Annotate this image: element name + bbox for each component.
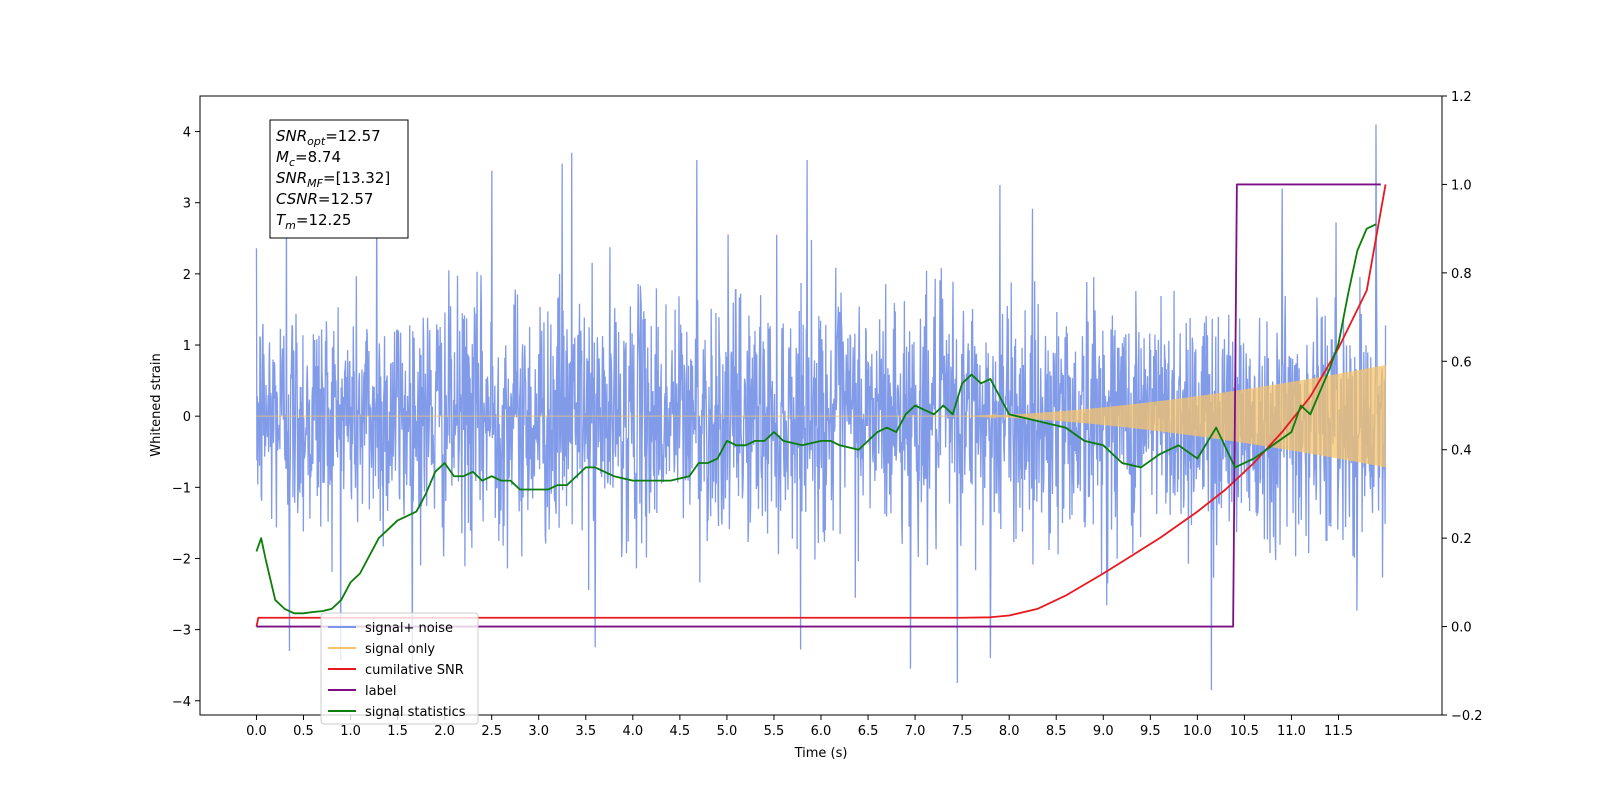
- x-tick-label: 7.0: [905, 724, 926, 739]
- stats-subscript: MF: [307, 177, 323, 190]
- x-tick-label: 0.0: [246, 724, 267, 739]
- x-tick-label: 8.5: [1046, 724, 1067, 739]
- series-layer: [255, 124, 1387, 691]
- legend-entry: signal+ noise: [365, 621, 453, 636]
- stats-row: Mc=8.74: [276, 148, 341, 169]
- stats-value: =[13.32]: [323, 169, 390, 187]
- stats-symbol: SNR: [276, 127, 307, 145]
- y-axis-left: 4 3 2 1 0 −1 −2 −3 −4: [172, 126, 200, 710]
- y-axis-label: Whitened strain: [149, 353, 164, 456]
- stats-symbol: M: [276, 148, 289, 166]
- x-tick-label: 10.5: [1230, 724, 1259, 739]
- stats-row: SNRopt=12.57: [276, 127, 381, 148]
- legend-entry: cumilative SNR: [365, 663, 464, 678]
- stats-value: =12.57: [325, 127, 381, 145]
- y2-tick-label: −0.2: [1451, 709, 1483, 724]
- x-tick-label: 3.5: [575, 724, 596, 739]
- y-tick-label: −4: [172, 695, 191, 710]
- stats-row: SNRMF=[13.32]: [276, 169, 390, 190]
- y-tick-label: −3: [172, 624, 191, 639]
- x-tick-label: 1.5: [387, 724, 408, 739]
- stats-symbol: T: [276, 211, 287, 229]
- stats-symbol: CSNR: [276, 190, 318, 208]
- x-tick-label: 4.5: [670, 724, 691, 739]
- y-tick-label: −1: [172, 481, 191, 496]
- stats-row: Tm=12.25: [276, 211, 351, 232]
- y-tick-label: 3: [183, 197, 191, 212]
- x-tick-label: 6.5: [858, 724, 879, 739]
- legend-entry: signal only: [365, 642, 435, 657]
- y-tick-label: −2: [172, 552, 191, 567]
- y2-tick-label: 0.0: [1451, 621, 1472, 636]
- x-tick-label: 6.0: [811, 724, 832, 739]
- stats-value: =8.74: [295, 148, 341, 166]
- series-signal-only: [256, 364, 1387, 468]
- stats-subscript: c: [289, 156, 295, 169]
- x-axis: 0.0 0.5 1.0 1.5 2.0 2.5 3.0 3.5 4.0 4.5 5.0 5.5 6.0 6…: [246, 715, 1353, 739]
- series-signal-statistics: [255, 223, 1377, 615]
- x-tick-label: 8.0: [999, 724, 1020, 739]
- y-tick-label: 4: [183, 126, 191, 141]
- x-tick-label: 11.0: [1277, 724, 1306, 739]
- series-label: [256, 183, 1381, 628]
- x-tick-label: 1.0: [340, 724, 361, 739]
- x-tick-label: 5.0: [717, 724, 738, 739]
- x-axis-label: Time (s): [794, 746, 848, 761]
- series-cumulative-snr: [255, 184, 1387, 627]
- x-tick-label: 0.5: [293, 724, 314, 739]
- series-signal-noise: [255, 124, 1387, 691]
- y2-tick-label: 0.6: [1451, 355, 1472, 370]
- x-tick-label: 11.5: [1324, 724, 1353, 739]
- y-tick-label: 0: [183, 410, 191, 425]
- x-tick-label: 2.5: [481, 724, 502, 739]
- x-tick-label: 4.0: [622, 724, 643, 739]
- y2-tick-label: 0.8: [1451, 267, 1472, 282]
- stats-row: CSNR=12.57: [276, 190, 373, 208]
- x-tick-label: 10.0: [1183, 724, 1212, 739]
- x-tick-label: 3.0: [528, 724, 549, 739]
- stats-subscript: m: [285, 219, 296, 232]
- x-tick-label: 2.0: [434, 724, 455, 739]
- legend-entry: label: [365, 684, 396, 699]
- x-tick-label: 5.5: [764, 724, 785, 739]
- stats-symbol: SNR: [276, 169, 307, 187]
- legend: signal+ noise signal only cumilative SNR la…: [320, 612, 479, 725]
- stats-value: =12.25: [296, 211, 352, 229]
- stats-subscript: opt: [307, 135, 326, 148]
- y2-tick-label: 1.0: [1451, 178, 1472, 193]
- y2-tick-label: 1.2: [1451, 90, 1472, 105]
- x-tick-label: 7.5: [952, 724, 973, 739]
- stats-box: SNRopt=12.57Mc=8.74SNRMF=[13.32]CSNR=12.…: [269, 119, 409, 239]
- stats-value: =12.57: [318, 190, 374, 208]
- y-tick-label: 2: [183, 268, 191, 283]
- y2-tick-label: 0.4: [1451, 444, 1472, 459]
- x-tick-label: 9.0: [1093, 724, 1114, 739]
- y-axis-right: 1.2 1.0 0.8 0.6 0.4 0.2 0.0 −0.2: [1442, 90, 1483, 724]
- y2-tick-label: 0.2: [1451, 532, 1472, 547]
- x-tick-label: 9.5: [1140, 724, 1161, 739]
- legend-frame: [320, 612, 479, 725]
- y-tick-label: 1: [183, 339, 191, 354]
- legend-entry: signal statistics: [365, 705, 466, 720]
- stats-box-frame: [269, 119, 409, 239]
